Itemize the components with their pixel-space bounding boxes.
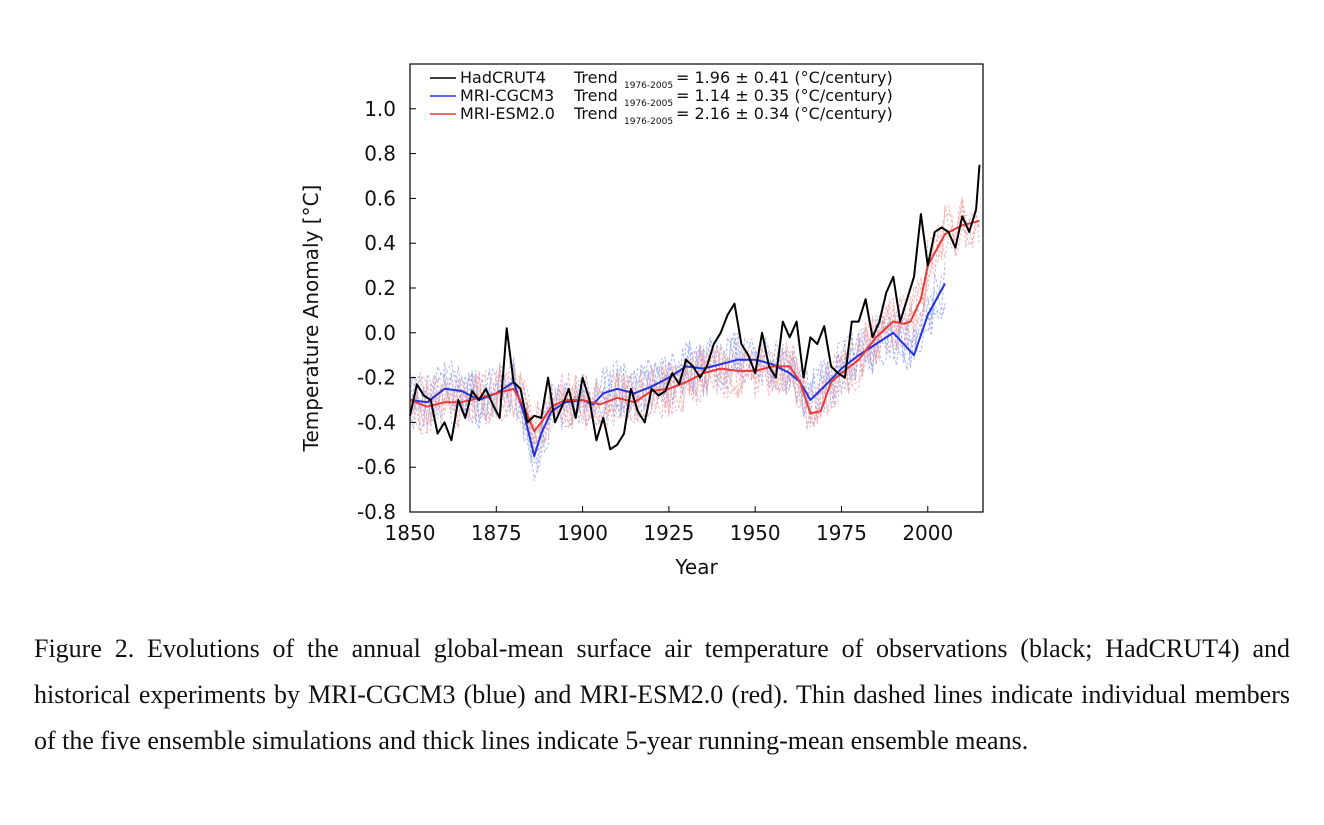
y-tick-label: 0.6 — [364, 186, 396, 210]
x-tick-label: 1850 — [385, 521, 436, 545]
ensemble-member-line — [409, 196, 980, 445]
legend-trend-value: = 1.14 ± 0.35 (°C/century) — [676, 86, 893, 105]
legend-series-name: HadCRUT4 — [460, 68, 546, 87]
y-tick-label: 0.4 — [364, 231, 396, 255]
x-tick-label: 1950 — [730, 521, 781, 545]
legend-trend-label: Trend — [573, 68, 618, 87]
temperature-anomaly-chart: 1850 1875 1900 1925 1950 1975 2000 -0.8 -0.6 -0.4… — [299, 63, 984, 579]
y-tick-label: 1.0 — [364, 97, 396, 121]
x-tick-label: 1925 — [643, 521, 694, 545]
y-tick-label: 0.0 — [364, 321, 396, 345]
ensemble-members-layer — [409, 196, 980, 482]
x-tick-label: 1975 — [816, 521, 867, 545]
y-tick-label: -0.2 — [357, 366, 396, 390]
x-tick-label: 1875 — [471, 521, 522, 545]
legend: HadCRUT4 Trend 1976-2005 = 1.96 ± 0.41 (°C/… — [430, 68, 893, 127]
y-tick-label: 0.2 — [364, 276, 396, 300]
y-tick-label: -0.4 — [357, 410, 396, 434]
legend-trend-label: Trend — [573, 86, 618, 105]
series-line-hadcrut4 — [409, 164, 981, 451]
legend-trend-value: = 2.16 ± 0.34 (°C/century) — [676, 104, 893, 123]
ensemble-member-line — [409, 204, 980, 444]
series-line-mri-esm2-0 — [409, 219, 980, 433]
legend-trend-label: Trend — [573, 104, 618, 123]
legend-series-name: MRI-CGCM3 — [460, 86, 554, 105]
ticks-layer: 1850 1875 1900 1925 1950 1975 2000 -0.8 -0.6 -0.4… — [357, 97, 953, 545]
y-tick-label: -0.6 — [357, 455, 396, 479]
series-layer — [409, 164, 981, 457]
legend-series-name: MRI-ESM2.0 — [460, 104, 555, 123]
legend-trend-period: 1976-2005 — [624, 99, 673, 109]
y-tick-label: -0.8 — [357, 500, 396, 524]
legend-trend-period: 1976-2005 — [624, 117, 673, 127]
x-tick-label: 1900 — [557, 521, 608, 545]
x-tick-label: 2000 — [902, 521, 953, 545]
figure-caption: Figure 2. Evolutions of the annual globa… — [34, 634, 1290, 755]
y-tick-label: 0.8 — [364, 142, 396, 166]
legend-trend-value: = 1.96 ± 0.41 (°C/century) — [676, 68, 893, 87]
x-axis-title: Year — [674, 555, 718, 579]
y-axis-title: Temperature Anomaly [°C] — [299, 185, 323, 453]
legend-trend-period: 1976-2005 — [624, 81, 673, 91]
ensemble-member-line — [409, 221, 980, 452]
plot-frame — [409, 63, 984, 513]
